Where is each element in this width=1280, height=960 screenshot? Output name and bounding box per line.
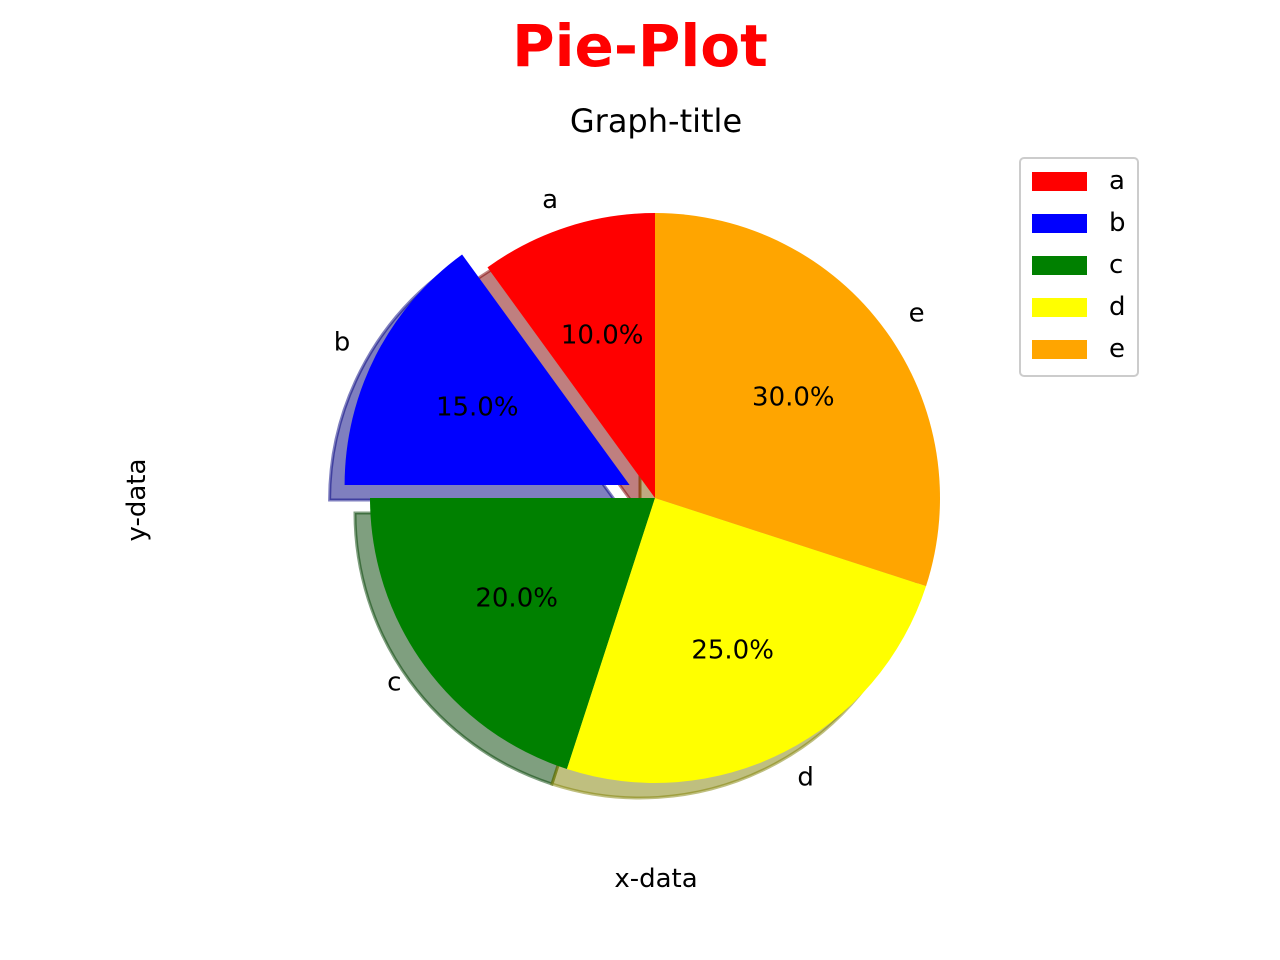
- chart-title: Graph-title: [570, 102, 742, 140]
- percent-label-c: 20.0%: [475, 584, 558, 614]
- pie-slices: [344, 213, 940, 783]
- slice-label-d: d: [797, 762, 814, 792]
- slice-b: [344, 254, 630, 486]
- legend-label-a: a: [1109, 166, 1125, 196]
- pie-labels: a 10.0% b 15.0% c 20.0% d 25.0% e 30.0%: [334, 185, 925, 792]
- slice-d: [566, 498, 927, 783]
- slice-label-c: c: [387, 667, 401, 697]
- legend-label-c: c: [1109, 250, 1123, 280]
- y-axis-label: y-data: [122, 459, 152, 542]
- legend-label-b: b: [1109, 208, 1126, 238]
- slice-c: [370, 498, 655, 770]
- legend-label-e: e: [1109, 334, 1125, 364]
- percent-label-e: 30.0%: [752, 382, 835, 412]
- percent-label-d: 25.0%: [691, 635, 774, 665]
- slice-a: [487, 213, 655, 498]
- legend-swatch-b: [1032, 214, 1087, 233]
- legend-label-d: d: [1109, 292, 1126, 322]
- x-axis-label: x-data: [614, 864, 697, 894]
- percent-label-b: 15.0%: [436, 392, 519, 422]
- slice-label-a: a: [542, 185, 558, 215]
- legend-swatch-d: [1032, 298, 1087, 317]
- chart-suptitle: Pie-Plot: [512, 12, 768, 80]
- percent-label-a: 10.0%: [561, 320, 644, 350]
- legend-swatch-c: [1032, 256, 1087, 275]
- slice-label-e: e: [909, 299, 925, 329]
- slice-e: [655, 213, 940, 587]
- legend-swatch-e: [1032, 340, 1087, 359]
- slice-label-b: b: [334, 328, 351, 358]
- legend-swatch-a: [1032, 172, 1087, 191]
